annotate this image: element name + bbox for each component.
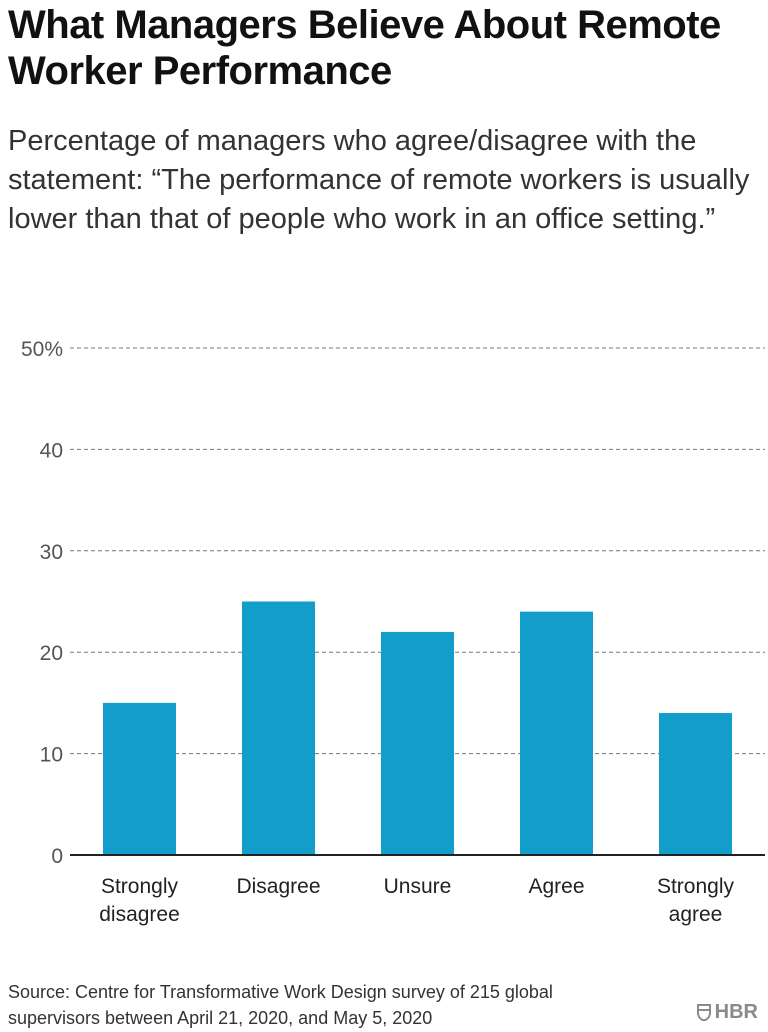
x-category-label: Agree — [528, 875, 584, 898]
x-category-label: Strongly — [101, 875, 179, 898]
bar — [242, 601, 315, 855]
bar — [381, 631, 454, 855]
bars — [103, 601, 732, 855]
chart-subtitle: Percentage of managers who agree/disagre… — [8, 125, 750, 235]
bar-chart: 0 10 20 30 40 50% Strongly disagree Disagree Uns… — [21, 338, 765, 926]
x-category-label: Disagree — [236, 875, 320, 898]
x-category-label: disagree — [99, 903, 180, 926]
shield-icon — [696, 1004, 711, 1021]
bar — [103, 702, 176, 855]
y-tick-label: 20 — [40, 642, 63, 665]
gridlines — [70, 347, 765, 755]
y-axis-ticks: 0 10 20 30 40 50% — [21, 338, 63, 868]
source-note: Source: Centre for Transformative Work D… — [8, 982, 553, 1028]
bar — [520, 611, 593, 855]
bar — [659, 713, 732, 855]
y-tick-label: 30 — [40, 541, 63, 564]
hbr-logo: HBR — [696, 1001, 758, 1024]
x-category-label: Unsure — [384, 875, 452, 898]
logo-text: HBR — [714, 1001, 758, 1023]
y-tick-label: 10 — [40, 744, 63, 767]
x-axis-labels: Strongly disagree Disagree Unsure Agree Stron… — [99, 875, 734, 926]
y-tick-label: 50% — [21, 338, 63, 361]
x-category-label: Strongly — [657, 875, 735, 898]
y-tick-label: 0 — [51, 845, 63, 868]
y-tick-label: 40 — [40, 439, 63, 462]
x-category-label: agree — [669, 903, 723, 926]
chart-title: What Managers Believe About Remote Worke… — [8, 3, 721, 93]
